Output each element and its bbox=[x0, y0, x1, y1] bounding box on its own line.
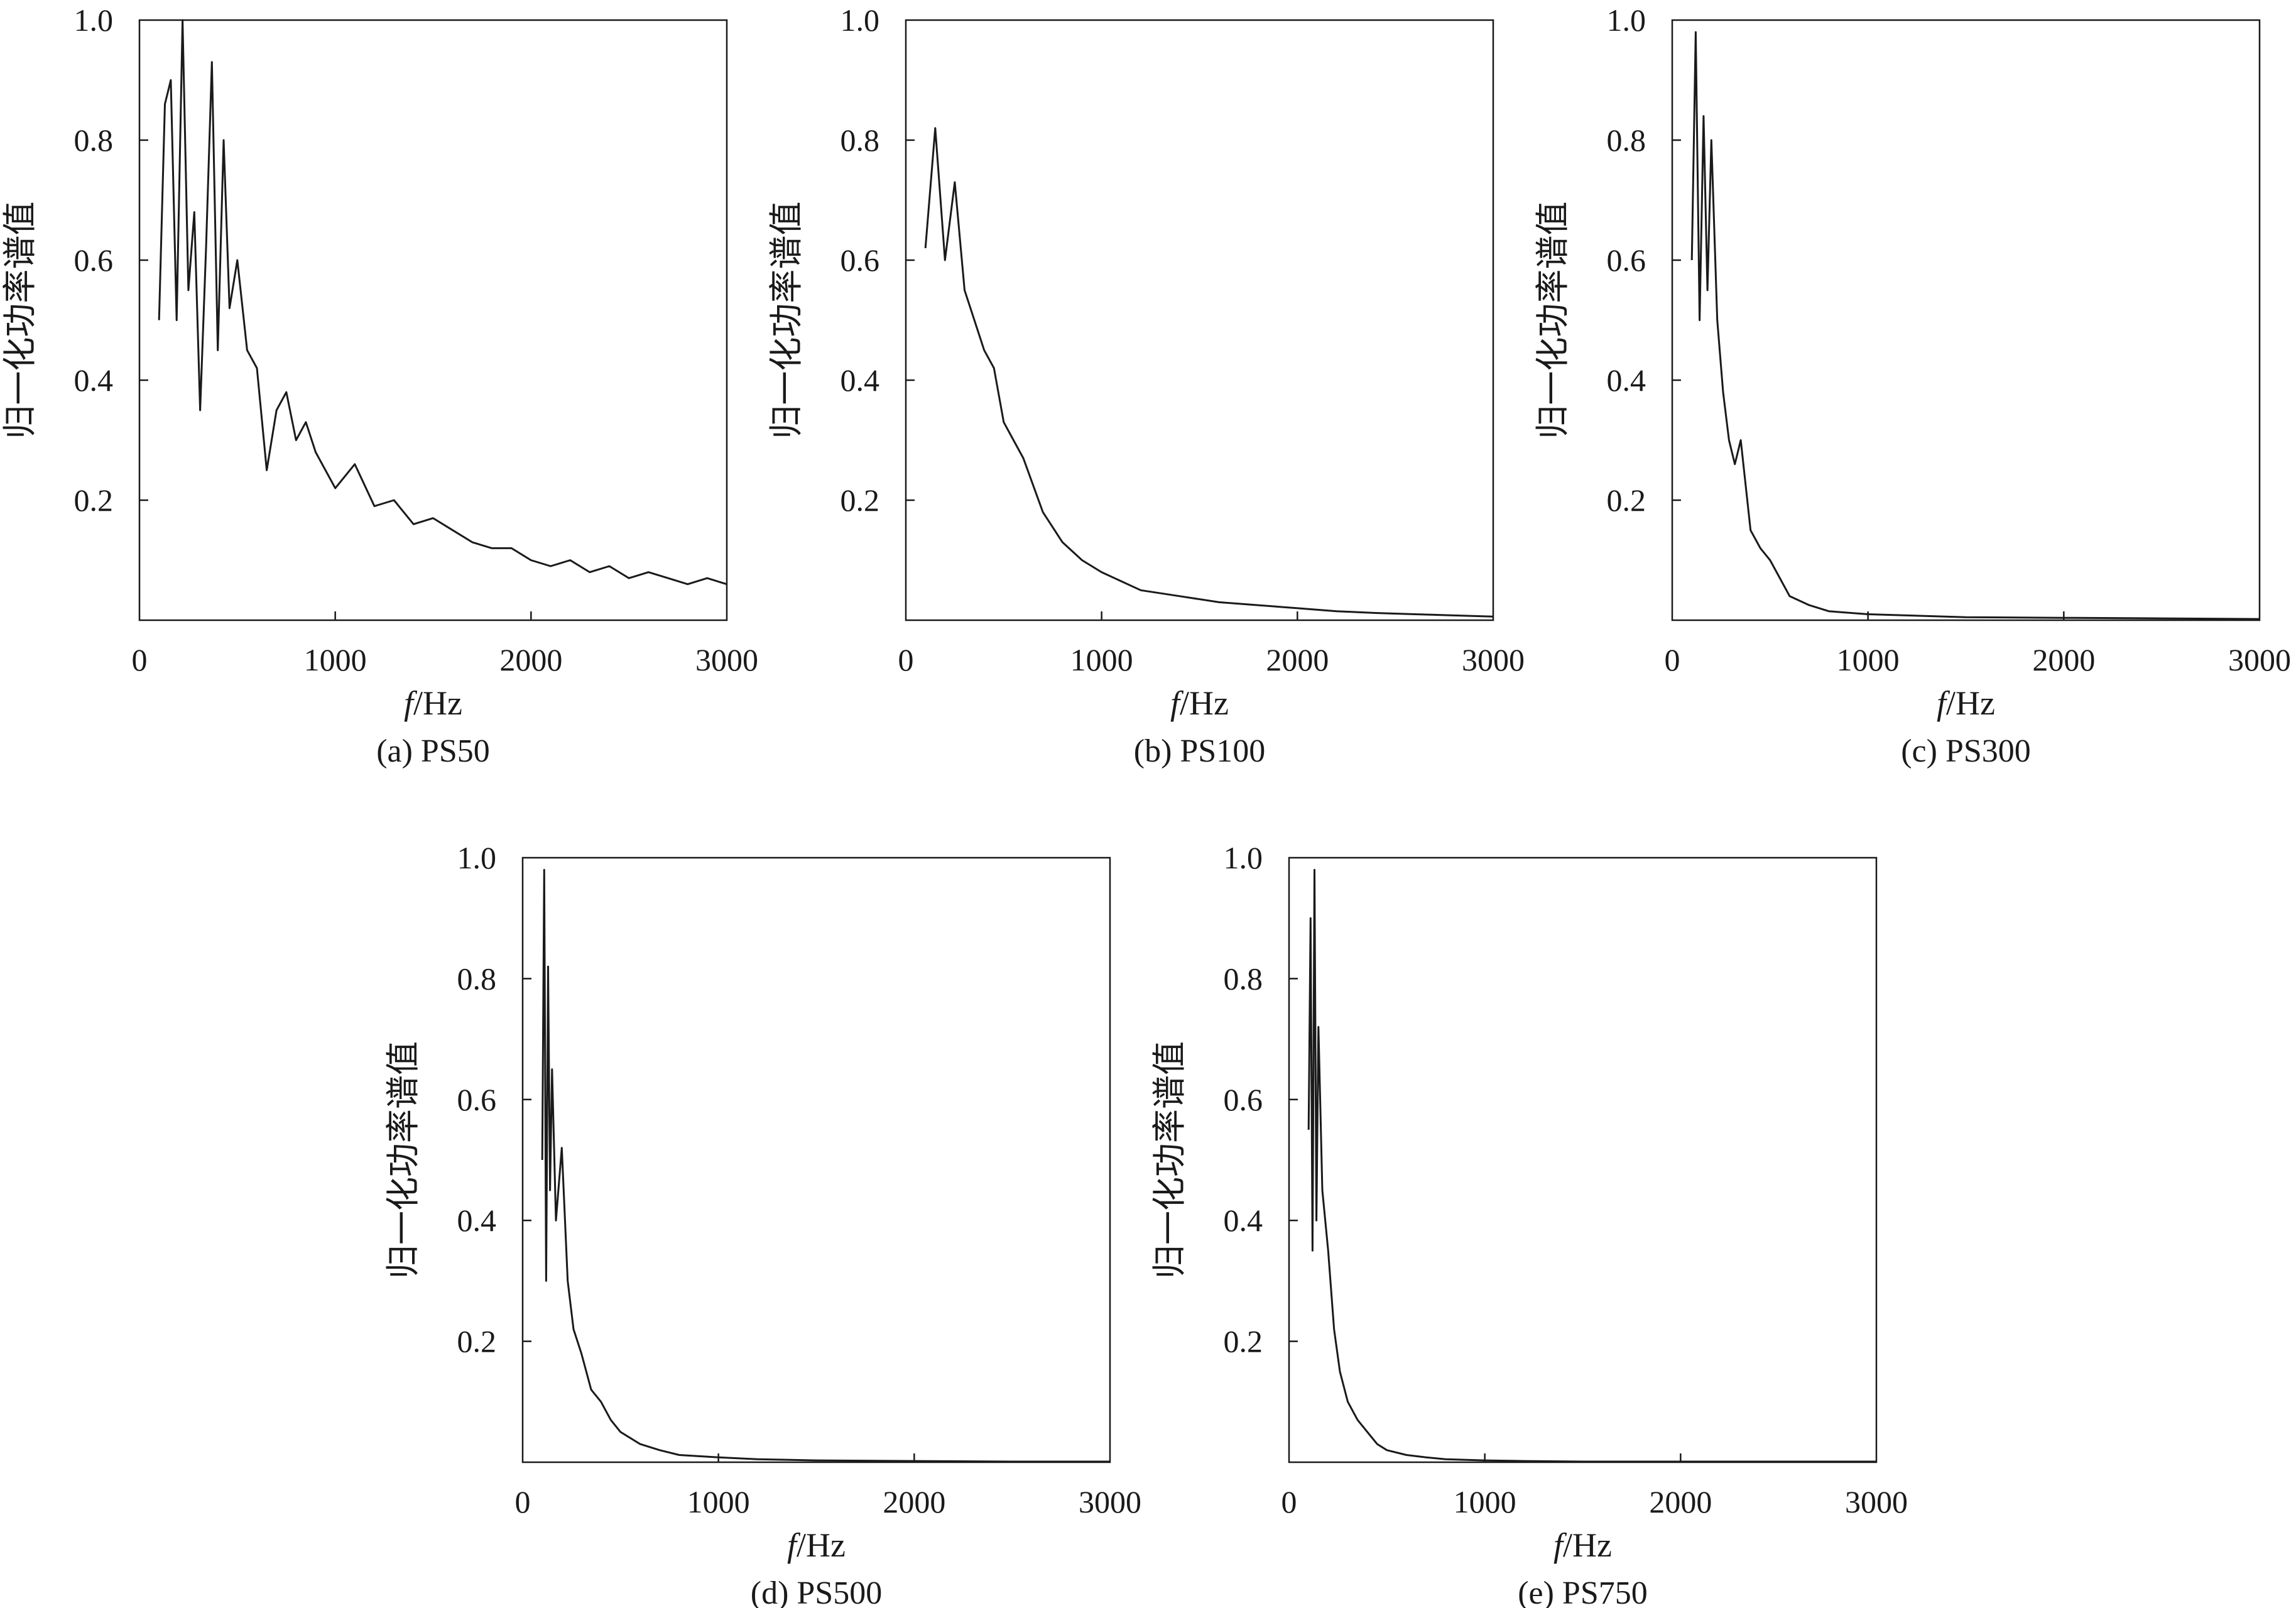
y-tick-label: 0.4 bbox=[1224, 1203, 1263, 1238]
y-tick-label: 0.2 bbox=[457, 1324, 497, 1359]
plot-frame bbox=[905, 19, 1494, 621]
x-axis-label: f/Hz bbox=[1937, 684, 1995, 722]
y-tick-label: 1.0 bbox=[74, 3, 114, 38]
plot-frame bbox=[1671, 19, 2261, 621]
x-tick-label: 3000 bbox=[2228, 642, 2291, 677]
x-tick-label: 2000 bbox=[883, 1484, 945, 1519]
x-tick-label: 0 bbox=[898, 642, 914, 677]
x-tick-label: 1000 bbox=[304, 642, 367, 677]
y-tick-label: 0.8 bbox=[1224, 961, 1263, 996]
x-tick-label: 1000 bbox=[1837, 642, 1900, 677]
x-tick-label: 0 bbox=[515, 1484, 531, 1519]
x-tick-label: 3000 bbox=[1079, 1484, 1141, 1519]
y-tick-label: 0.4 bbox=[74, 363, 114, 398]
y-tick-label: 0.2 bbox=[74, 483, 114, 518]
chart-caption: (d) PS500 bbox=[751, 1575, 882, 1608]
chart-panel-2: 0 1000 2000 3000 0.2 0.4 0.6 0.8 1.0 f/Hz 归一化功率谱值 (… bbox=[766, 3, 1525, 769]
chart-caption: (a) PS50 bbox=[376, 733, 490, 769]
y-tick-label: 0.8 bbox=[74, 123, 114, 158]
x-tick-label: 3000 bbox=[1845, 1484, 1908, 1519]
plot-frame bbox=[1288, 856, 1878, 1463]
y-tick-label: 0.6 bbox=[841, 243, 880, 278]
x-tick-label: 3000 bbox=[695, 642, 758, 677]
y-tick-label: 0.2 bbox=[1224, 1324, 1263, 1359]
y-tick-label: 0.8 bbox=[841, 123, 880, 158]
y-tick-label: 0.4 bbox=[841, 363, 880, 398]
y-tick-label: 0.6 bbox=[1224, 1082, 1263, 1117]
x-tick-label: 3000 bbox=[1462, 642, 1525, 677]
y-axis-label: 归一化功率谱值 bbox=[1533, 202, 1572, 439]
x-tick-label: 2000 bbox=[1649, 1484, 1712, 1519]
y-tick-label: 1.0 bbox=[457, 840, 497, 875]
x-tick-label: 2000 bbox=[499, 642, 562, 677]
series-line bbox=[924, 127, 1494, 618]
y-tick-label: 1.0 bbox=[841, 3, 880, 38]
y-tick-label: 0.6 bbox=[74, 243, 114, 278]
chart-panel-4: 0 1000 2000 3000 0.2 0.4 0.6 0.8 1.0 f/Hz 归一化功率谱值 (… bbox=[383, 840, 1141, 1608]
x-tick-label: 0 bbox=[1665, 642, 1680, 677]
x-tick-label: 2000 bbox=[1266, 642, 1329, 677]
x-tick-label: 1000 bbox=[687, 1484, 750, 1519]
y-axis-label: 归一化功率谱值 bbox=[1150, 1041, 1189, 1279]
y-axis-label: 归一化功率谱值 bbox=[0, 202, 40, 439]
chart-caption: (e) PS750 bbox=[1518, 1575, 1648, 1608]
y-axis-label: 归一化功率谱值 bbox=[383, 1041, 423, 1279]
chart-panel-1: 0 1000 2000 3000 0.2 0.4 0.6 0.8 1.0 f/Hz 归一化功率谱值 (… bbox=[0, 3, 758, 769]
chart-caption: (b) PS100 bbox=[1134, 733, 1265, 769]
x-axis-label: f/Hz bbox=[1170, 684, 1229, 722]
plot-frame bbox=[138, 19, 728, 621]
x-tick-label: 2000 bbox=[2032, 642, 2095, 677]
series-line bbox=[541, 868, 1110, 1463]
y-tick-label: 0.8 bbox=[1607, 123, 1646, 158]
x-tick-label: 1000 bbox=[1454, 1484, 1516, 1519]
series-line bbox=[1307, 868, 1876, 1463]
x-tick-label: 0 bbox=[132, 642, 148, 677]
series-line bbox=[158, 19, 727, 586]
y-tick-label: 0.2 bbox=[841, 483, 880, 518]
series-line bbox=[1690, 31, 2260, 620]
y-tick-label: 0.4 bbox=[1607, 363, 1646, 398]
chart-panel-3: 0 1000 2000 3000 0.2 0.4 0.6 0.8 1.0 f/Hz 归一化功率谱值 (… bbox=[1533, 3, 2291, 769]
chart-panel-5: 0 1000 2000 3000 0.2 0.4 0.6 0.8 1.0 f/Hz 归一化功率谱值 (… bbox=[1150, 840, 1908, 1608]
chart-caption: (c) PS300 bbox=[1901, 733, 2031, 769]
y-tick-label: 0.6 bbox=[457, 1082, 497, 1117]
x-axis-label: f/Hz bbox=[1553, 1526, 1612, 1564]
x-axis-label: f/Hz bbox=[787, 1526, 846, 1564]
y-tick-label: 1.0 bbox=[1607, 3, 1646, 38]
x-axis-label: f/Hz bbox=[404, 684, 462, 722]
y-tick-label: 0.8 bbox=[457, 961, 497, 996]
plot-frame bbox=[521, 856, 1111, 1463]
y-tick-label: 1.0 bbox=[1224, 840, 1263, 875]
y-tick-label: 0.4 bbox=[457, 1203, 497, 1238]
y-tick-label: 0.2 bbox=[1607, 483, 1646, 518]
x-tick-label: 0 bbox=[1281, 1484, 1297, 1519]
x-tick-label: 1000 bbox=[1070, 642, 1133, 677]
y-axis-label: 归一化功率谱值 bbox=[766, 202, 806, 439]
y-tick-label: 0.6 bbox=[1607, 243, 1646, 278]
